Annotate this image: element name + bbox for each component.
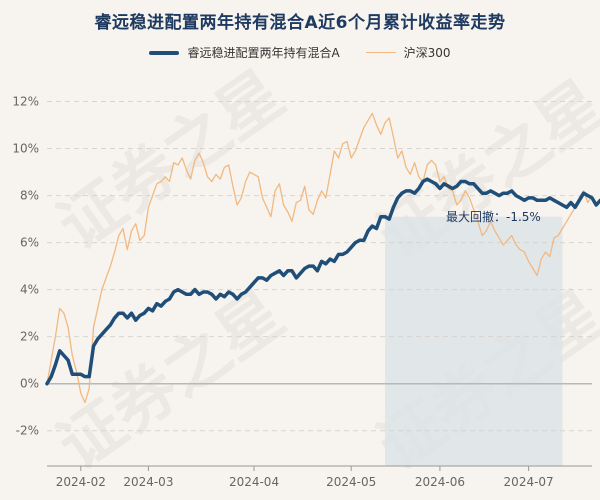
y-tick-label: -2% — [16, 424, 39, 438]
x-tick-label: 2024-06 — [415, 475, 465, 489]
x-tick-label: 2024-03 — [123, 475, 173, 489]
x-tick-label: 2024-02 — [56, 475, 106, 489]
legend-item-fund[interactable]: 睿远稳进配置两年持有混合A — [149, 44, 340, 61]
y-tick-label: 6% — [20, 236, 39, 250]
x-tick-label: 2024-05 — [326, 475, 376, 489]
legend-label-fund: 睿远稳进配置两年持有混合A — [187, 46, 340, 60]
legend-label-index: 沪深300 — [403, 46, 451, 60]
y-tick-label: 10% — [12, 142, 39, 156]
legend-item-index[interactable]: 沪深300 — [365, 44, 451, 61]
series-line-fund — [45, 177, 600, 386]
x-tick-label: 2024-04 — [229, 475, 279, 489]
y-tick-label: 8% — [20, 189, 39, 203]
legend-swatch-fund — [149, 50, 180, 55]
y-tick-label: 2% — [20, 330, 39, 344]
legend: 睿远稳进配置两年持有混合A 沪深300 — [0, 44, 600, 61]
x-tick-label: 2024-07 — [504, 475, 554, 489]
y-tick-label: 12% — [12, 95, 39, 109]
max-drawdown-label: 最大回撤：-1.5% — [446, 209, 541, 224]
y-tick-label: 0% — [20, 377, 39, 391]
y-tick-label: 4% — [20, 283, 39, 297]
legend-swatch-index — [365, 51, 396, 54]
chart-title: 睿远稳进配置两年持有混合A近6个月累计收益率走势 — [94, 13, 506, 33]
series-line-index — [46, 112, 593, 404]
drawdown-region — [384, 216, 563, 466]
